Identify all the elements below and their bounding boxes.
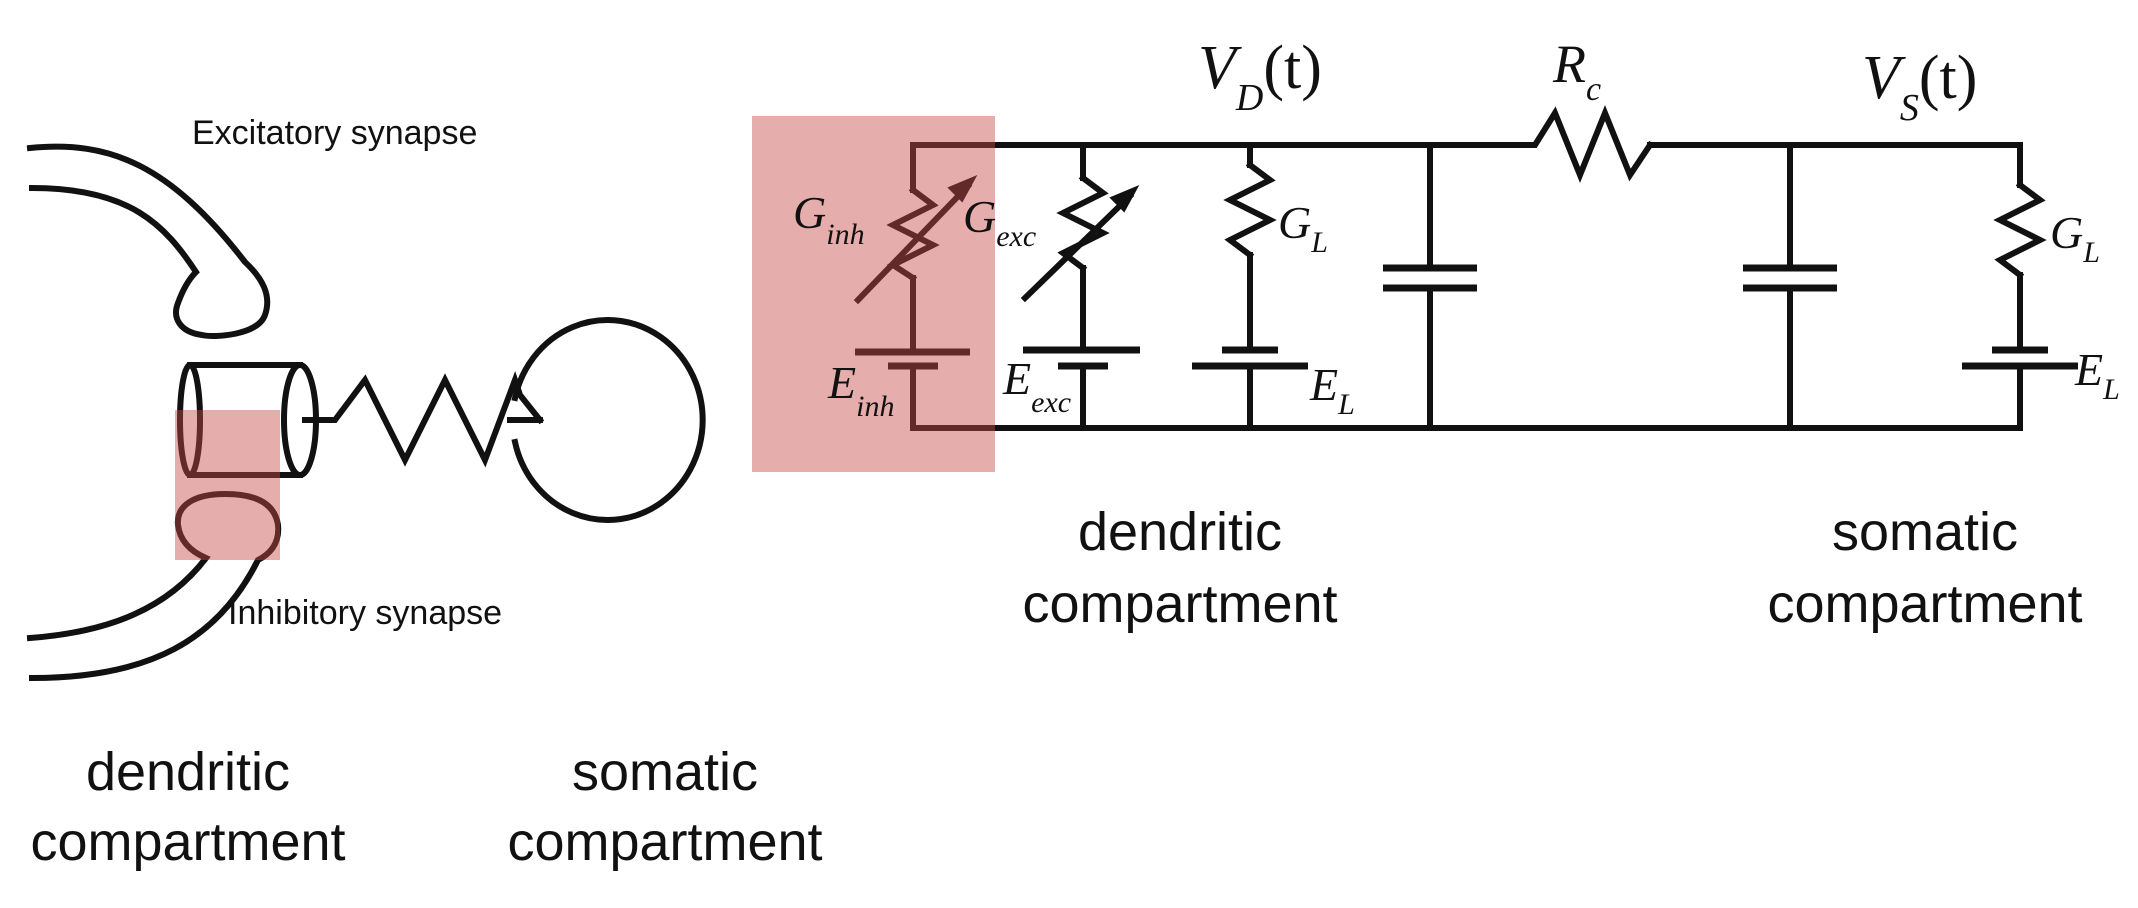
rc-label: Rc bbox=[1552, 34, 1601, 108]
gl-dendritic-label: GL bbox=[1278, 197, 1328, 259]
e-inh-label: Einh bbox=[827, 357, 894, 423]
excitatory-axon bbox=[26, 143, 271, 339]
inhibitory-highlight bbox=[175, 410, 280, 560]
neuron-dendritic-caption-line1: dendritic bbox=[86, 742, 290, 802]
gl-somatic-label: GL bbox=[2050, 207, 2100, 269]
inhibitory-variable-arrow bbox=[853, 181, 973, 305]
inhibitory-branch bbox=[853, 142, 978, 431]
circuit-diagram: VD(t) VS(t) Rc Ginh Gexc Einh Eexc GL EL… bbox=[752, 34, 2120, 634]
dendritic-leak-branch bbox=[1192, 142, 1308, 431]
inhibitory-axon bbox=[26, 490, 282, 682]
excitatory-synapse-label: Excitatory synapse bbox=[192, 114, 477, 152]
neuron-dendritic-caption-line2: compartment bbox=[30, 812, 345, 872]
circuit-somatic-caption-line2: compartment bbox=[1767, 574, 2082, 634]
e-exc-label: Eexc bbox=[1002, 353, 1071, 419]
circuit-dendritic-caption-line1: dendritic bbox=[1078, 502, 1282, 562]
el-dendritic-label: EL bbox=[1309, 359, 1355, 421]
circuit-dendritic-caption-line2: compartment bbox=[1022, 574, 1337, 634]
dendrite-cylinder-back bbox=[177, 362, 203, 478]
neuron-schematic: Excitatory synapse Inhibitory synapse de… bbox=[26, 114, 823, 872]
excitatory-arrowhead bbox=[1109, 184, 1140, 213]
dendritic-capacitor bbox=[1383, 142, 1477, 431]
coupling-resistor bbox=[302, 371, 545, 468]
excitatory-branch bbox=[1020, 142, 1140, 431]
inhibitory-synapse-label: Inhibitory synapse bbox=[228, 594, 502, 632]
el-somatic-label: EL bbox=[2074, 344, 2120, 406]
circuit-somatic-caption-line1: somatic bbox=[1832, 502, 2018, 562]
vd-label: VD(t) bbox=[1198, 34, 1322, 119]
somatic-leak-branch bbox=[1962, 142, 2078, 431]
vs-label: VS(t) bbox=[1862, 44, 1977, 129]
g-inh-label: Ginh bbox=[793, 187, 865, 251]
rc-resistor bbox=[1517, 104, 1655, 184]
neuron-somatic-caption-line2: compartment bbox=[507, 812, 822, 872]
g-exc-label: Gexc bbox=[963, 191, 1036, 253]
neuron-somatic-caption-line1: somatic bbox=[572, 742, 758, 802]
dendrite-cylinder bbox=[187, 362, 303, 478]
inhibitory-branch-highlight bbox=[752, 116, 995, 472]
soma bbox=[507, 317, 706, 523]
excitatory-variable-arrow bbox=[1020, 191, 1135, 303]
inhibitory-arrowhead bbox=[947, 174, 978, 203]
somatic-capacitor bbox=[1743, 142, 1837, 431]
